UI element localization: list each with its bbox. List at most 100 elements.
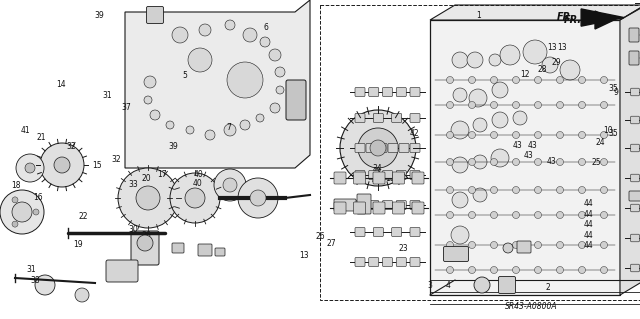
Circle shape bbox=[490, 159, 497, 166]
Circle shape bbox=[12, 202, 32, 222]
Text: 29: 29 bbox=[552, 58, 562, 67]
Circle shape bbox=[468, 211, 476, 219]
Circle shape bbox=[227, 62, 263, 98]
Text: 4: 4 bbox=[445, 281, 451, 290]
Circle shape bbox=[118, 168, 178, 228]
Text: 9: 9 bbox=[613, 88, 618, 97]
FancyBboxPatch shape bbox=[355, 87, 365, 97]
Circle shape bbox=[452, 192, 468, 208]
Circle shape bbox=[214, 169, 246, 201]
Circle shape bbox=[240, 120, 250, 130]
Circle shape bbox=[579, 101, 586, 108]
Circle shape bbox=[490, 187, 497, 194]
Text: 3: 3 bbox=[427, 281, 432, 290]
Circle shape bbox=[452, 52, 468, 68]
Text: 40: 40 bbox=[193, 170, 204, 179]
Circle shape bbox=[542, 57, 558, 73]
Circle shape bbox=[534, 159, 541, 166]
Circle shape bbox=[224, 124, 236, 136]
Text: 6: 6 bbox=[263, 23, 268, 32]
Circle shape bbox=[557, 266, 563, 273]
Circle shape bbox=[557, 131, 563, 138]
Circle shape bbox=[12, 197, 18, 203]
Circle shape bbox=[185, 188, 205, 208]
FancyBboxPatch shape bbox=[198, 244, 212, 256]
FancyBboxPatch shape bbox=[630, 174, 639, 182]
Circle shape bbox=[490, 211, 497, 219]
Text: 43: 43 bbox=[371, 176, 381, 185]
Circle shape bbox=[468, 187, 476, 194]
FancyBboxPatch shape bbox=[412, 172, 424, 184]
Circle shape bbox=[468, 131, 476, 138]
Text: 8: 8 bbox=[156, 11, 161, 20]
FancyBboxPatch shape bbox=[383, 170, 392, 180]
Circle shape bbox=[170, 173, 220, 223]
FancyBboxPatch shape bbox=[410, 201, 420, 210]
FancyBboxPatch shape bbox=[357, 194, 371, 214]
Text: 34: 34 bbox=[372, 164, 383, 173]
Text: 43: 43 bbox=[547, 157, 557, 166]
Circle shape bbox=[534, 131, 541, 138]
FancyBboxPatch shape bbox=[630, 234, 639, 242]
Circle shape bbox=[270, 103, 280, 113]
Text: 43: 43 bbox=[523, 151, 533, 160]
FancyBboxPatch shape bbox=[373, 227, 383, 236]
Circle shape bbox=[453, 88, 467, 102]
FancyBboxPatch shape bbox=[383, 257, 392, 266]
Bar bbox=[430, 20, 620, 295]
FancyBboxPatch shape bbox=[355, 114, 365, 122]
Circle shape bbox=[557, 187, 563, 194]
Circle shape bbox=[579, 187, 586, 194]
Text: 44: 44 bbox=[584, 241, 594, 250]
FancyBboxPatch shape bbox=[353, 172, 365, 184]
Circle shape bbox=[166, 121, 174, 129]
Circle shape bbox=[447, 187, 454, 194]
FancyBboxPatch shape bbox=[355, 144, 365, 152]
Circle shape bbox=[579, 77, 586, 84]
FancyBboxPatch shape bbox=[630, 88, 639, 96]
Circle shape bbox=[557, 159, 563, 166]
Circle shape bbox=[256, 114, 264, 122]
Text: 27: 27 bbox=[326, 239, 337, 248]
Circle shape bbox=[447, 266, 454, 273]
FancyBboxPatch shape bbox=[369, 257, 379, 266]
FancyBboxPatch shape bbox=[377, 144, 387, 152]
Circle shape bbox=[500, 45, 520, 65]
Circle shape bbox=[503, 243, 513, 253]
Circle shape bbox=[186, 126, 194, 134]
Circle shape bbox=[557, 211, 563, 219]
Text: 41: 41 bbox=[20, 126, 31, 135]
FancyBboxPatch shape bbox=[369, 87, 379, 97]
Circle shape bbox=[513, 159, 520, 166]
FancyBboxPatch shape bbox=[334, 202, 346, 214]
FancyBboxPatch shape bbox=[215, 248, 225, 256]
FancyBboxPatch shape bbox=[629, 51, 639, 65]
Text: 44: 44 bbox=[584, 231, 594, 240]
Text: 44: 44 bbox=[584, 220, 594, 229]
Circle shape bbox=[579, 266, 586, 273]
FancyBboxPatch shape bbox=[630, 204, 639, 212]
Text: 22: 22 bbox=[79, 212, 88, 221]
Circle shape bbox=[473, 188, 487, 202]
Circle shape bbox=[275, 67, 285, 77]
FancyBboxPatch shape bbox=[355, 201, 365, 210]
Text: 30: 30 bbox=[128, 225, 138, 234]
Circle shape bbox=[35, 275, 55, 295]
Text: 36: 36 bbox=[141, 231, 151, 240]
Circle shape bbox=[54, 157, 70, 173]
Circle shape bbox=[600, 241, 607, 249]
Circle shape bbox=[172, 27, 188, 43]
Circle shape bbox=[468, 266, 476, 273]
Circle shape bbox=[447, 241, 454, 249]
Circle shape bbox=[25, 163, 35, 173]
Circle shape bbox=[358, 128, 398, 168]
Circle shape bbox=[144, 96, 152, 104]
Circle shape bbox=[33, 209, 39, 215]
Text: 31: 31 bbox=[102, 91, 113, 100]
FancyBboxPatch shape bbox=[172, 243, 184, 253]
FancyBboxPatch shape bbox=[373, 114, 383, 122]
Circle shape bbox=[447, 159, 454, 166]
FancyBboxPatch shape bbox=[286, 80, 306, 120]
Circle shape bbox=[534, 266, 541, 273]
Text: 15: 15 bbox=[92, 161, 102, 170]
